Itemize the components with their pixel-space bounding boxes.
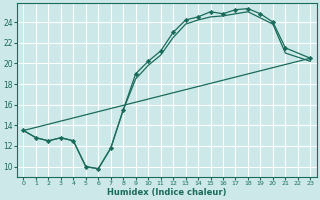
X-axis label: Humidex (Indice chaleur): Humidex (Indice chaleur) <box>107 188 227 197</box>
